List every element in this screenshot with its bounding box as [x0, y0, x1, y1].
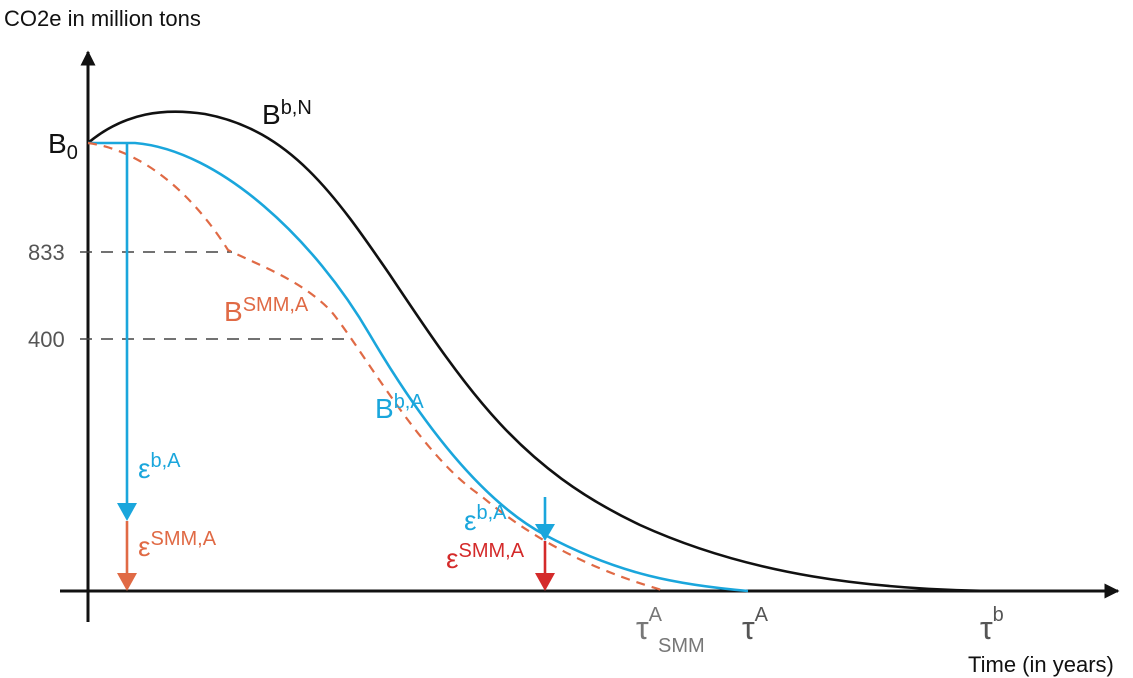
x-axis-title: Time (in years)	[968, 652, 1114, 677]
series-line-b-n	[87, 110, 1001, 593]
left-arrow-blue-head	[117, 503, 137, 521]
left-arrow-red-head	[117, 573, 137, 591]
right-arrow-blue-label: εb,A	[464, 502, 507, 536]
y-axis-title: CO2e in million tons	[4, 6, 201, 31]
right-arrow-red-label: εSMM,A	[446, 540, 525, 574]
series-line-smm-a	[87, 141, 666, 593]
y-tick-label-400: 400	[28, 327, 65, 352]
left-arrow-blue-label: εb,A	[138, 450, 181, 484]
y-tick-label-833: 833	[28, 240, 65, 265]
y-origin-label: B0	[48, 128, 78, 164]
series-line-b-a	[88, 141, 749, 593]
right-arrow-red-head	[535, 573, 555, 591]
x-marker-tau-smm-sub: SMM	[658, 635, 705, 657]
series-label-b-n: Bb,N	[262, 97, 312, 130]
series-label-b-a: Bb,A	[375, 391, 424, 424]
right-arrow-blue-head	[535, 524, 555, 541]
x-marker-tau-smm: τA	[636, 604, 663, 646]
left-arrow-red-label: εSMM,A	[138, 528, 217, 562]
x-marker-tau-a: τA	[742, 604, 769, 646]
x-marker-tau-b: τb	[980, 604, 1004, 646]
series-label-smm-a: BSMM,A	[224, 294, 309, 327]
